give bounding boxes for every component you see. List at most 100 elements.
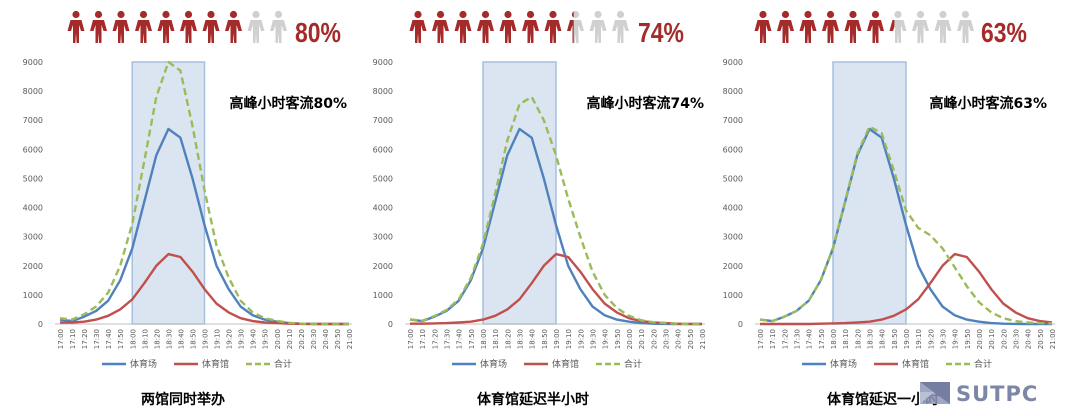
- x-tick-label: 19:30: [940, 329, 948, 349]
- percent-label: 74%: [638, 18, 684, 49]
- peak-annotation: 高峰小时客流80%: [229, 95, 347, 112]
- legend-label: 体育场: [830, 358, 857, 370]
- y-tick-label: 0: [738, 320, 743, 329]
- x-axis: 17:00 17:10 17:20 17:30 17:40 17:50 18:00 18:10…: [57, 329, 354, 349]
- legend-label: 体育馆: [902, 358, 929, 370]
- x-tick-label: 18:10: [141, 329, 149, 349]
- x-tick-label: 21:00: [346, 329, 354, 349]
- x-tick-label: 20:00: [626, 329, 634, 349]
- x-tick-label: 18:30: [517, 329, 525, 349]
- person-icon: [67, 10, 85, 43]
- person-icon: [522, 10, 539, 43]
- y-tick-label: 4000: [23, 204, 43, 213]
- person-icon: [225, 10, 242, 43]
- x-tick-label: 18:20: [153, 329, 161, 349]
- legend-label: 合计: [974, 358, 992, 370]
- peak-hour-band: [131, 61, 206, 325]
- person-icon: [822, 10, 839, 43]
- x-tick-label: 17:30: [794, 329, 802, 349]
- y-tick-label: 5000: [23, 174, 43, 183]
- people-pictogram: [67, 10, 287, 43]
- x-tick-label: 21:00: [1049, 329, 1057, 349]
- y-tick-label: 4000: [723, 204, 743, 213]
- x-tick-label: 17:20: [781, 329, 789, 349]
- chart-panel-2: 74% 0 1000 2000 3000 4000 5000 6000 7000 8000 9000…: [373, 10, 707, 408]
- person-icon: [777, 10, 794, 43]
- person-icon: [409, 10, 427, 43]
- x-tick-label: 20:50: [687, 329, 695, 349]
- series-line-3: [759, 125, 1053, 325]
- panel-title: 两馆同时举办: [141, 391, 225, 408]
- legend-label: 体育场: [130, 358, 157, 370]
- person-icon: [499, 10, 517, 43]
- x-tick-label: 20:40: [675, 329, 683, 349]
- x-tick-label: 20:00: [274, 329, 282, 349]
- person-icon: [180, 10, 197, 43]
- x-tick-label: 18:40: [529, 329, 537, 349]
- series-line-3: [409, 95, 703, 326]
- person-icon: [589, 10, 607, 43]
- people-pictogram: [754, 10, 974, 43]
- x-tick-label: 18:00: [129, 329, 137, 349]
- x-tick-label: 17:10: [69, 329, 77, 349]
- x-tick-label: 19:10: [565, 329, 573, 349]
- series-line-3: [59, 60, 349, 326]
- legend-label: 体育馆: [552, 358, 579, 370]
- person-icon: [477, 10, 494, 43]
- x-tick-label: 20:10: [988, 329, 996, 349]
- person-icon: [112, 10, 130, 43]
- x-tick-label: 17:30: [93, 329, 101, 349]
- x-tick-label: 17:00: [57, 329, 65, 349]
- x-tick-label: 19:20: [927, 329, 935, 349]
- sutpc-logo-text: SUTPC: [956, 382, 1039, 406]
- x-tick-label: 17:30: [444, 329, 452, 349]
- y-tick-label: 8000: [373, 87, 393, 96]
- peak-hour-band: [482, 61, 557, 325]
- y-axis: 0 1000 2000 3000 4000 5000 6000 7000 8000 9000: [723, 58, 743, 329]
- x-tick-label: 20:20: [1000, 329, 1008, 349]
- panel-title: 体育馆延迟半小时: [477, 391, 589, 408]
- legend-label: 合计: [624, 358, 642, 370]
- person-icon: [90, 10, 107, 43]
- x-tick-label: 19:20: [577, 329, 585, 349]
- chart-panel-1: 80% 0 1000 2000 3000 4000 5000 6000 7000 8000 9000…: [23, 10, 354, 408]
- x-tick-label: 17:40: [105, 329, 113, 349]
- legend-label: 体育馆: [202, 358, 229, 370]
- x-tick-label: 20:50: [1037, 329, 1045, 349]
- x-tick-label: 17:00: [407, 329, 415, 349]
- person-icon: [454, 10, 472, 43]
- x-tick-label: 18:50: [891, 329, 899, 349]
- person-icon: [270, 10, 287, 43]
- x-tick-label: 19:00: [903, 329, 911, 349]
- x-tick-label: 17:10: [419, 329, 427, 349]
- x-tick-label: 17:50: [818, 329, 826, 349]
- x-tick-label: 18:00: [830, 329, 838, 349]
- legend: 体育场 体育馆 合计: [452, 358, 642, 370]
- x-tick-label: 20:50: [334, 329, 342, 349]
- y-tick-label: 6000: [723, 145, 743, 154]
- person-icon: [754, 10, 772, 43]
- person-icon: [844, 10, 862, 43]
- y-tick-label: 2000: [373, 262, 393, 271]
- person-icon: [432, 10, 449, 43]
- y-tick-label: 9000: [373, 58, 393, 67]
- legend-label: 体育场: [480, 358, 507, 370]
- x-tick-label: 19:50: [964, 329, 972, 349]
- peak-annotation: 高峰小时客流63%: [929, 95, 1047, 112]
- x-tick-label: 20:40: [322, 329, 330, 349]
- y-tick-label: 5000: [723, 174, 743, 183]
- x-tick-label: 18:30: [867, 329, 875, 349]
- person-icon: [202, 10, 220, 43]
- x-tick-label: 19:00: [553, 329, 561, 349]
- x-tick-label: 17:50: [117, 329, 125, 349]
- x-tick-label: 17:50: [468, 329, 476, 349]
- percent-label: 80%: [295, 18, 341, 49]
- x-tick-label: 20:00: [976, 329, 984, 349]
- x-tick-label: 18:00: [480, 329, 488, 349]
- y-tick-label: 3000: [723, 233, 743, 242]
- y-tick-label: 6000: [373, 145, 393, 154]
- x-tick-label: 20:10: [286, 329, 294, 349]
- y-tick-label: 5000: [373, 174, 393, 183]
- person-icon: [135, 10, 152, 43]
